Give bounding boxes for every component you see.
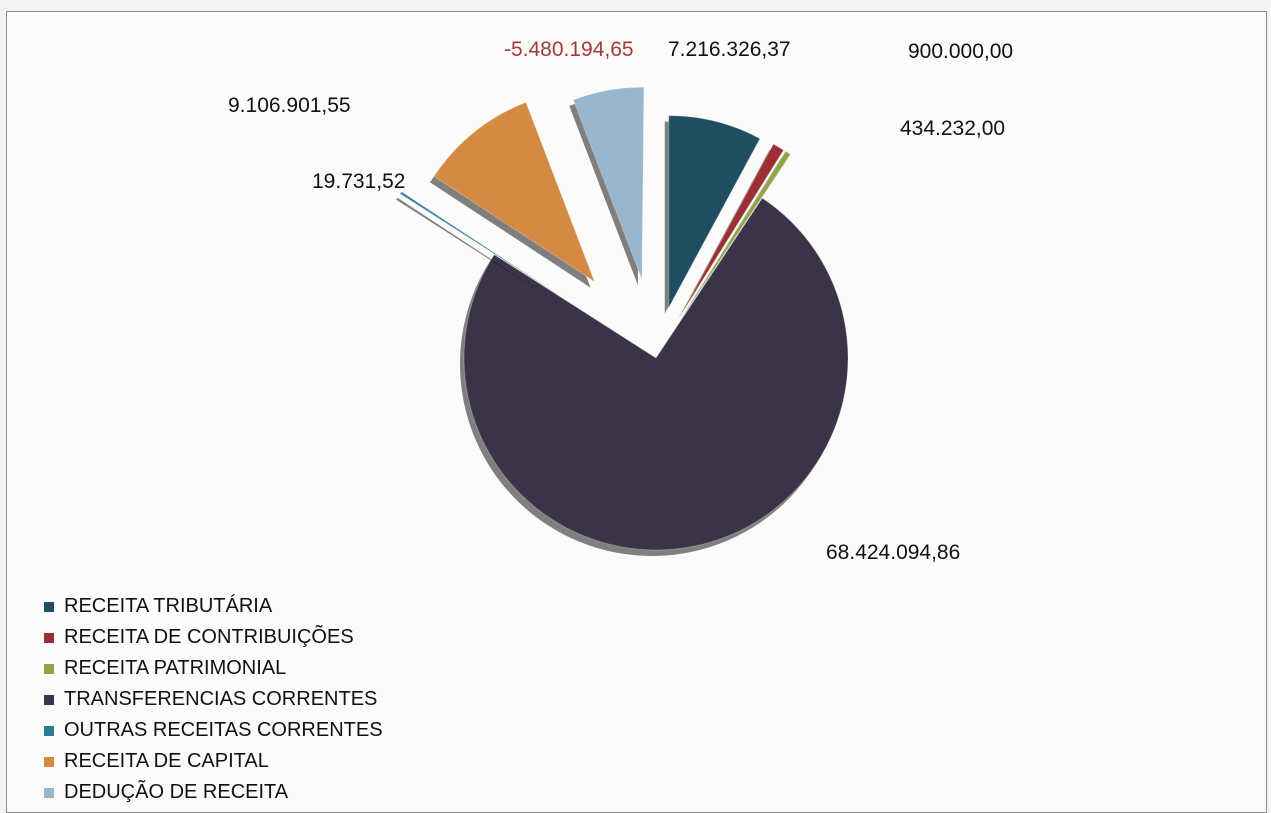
data-label-receita-contribuicoes: 900.000,00 (908, 40, 1014, 63)
legend-label: TRANSFERENCIAS CORRENTES (64, 688, 378, 710)
legend-item: OUTRAS RECEITAS CORRENTES (44, 715, 383, 746)
legend-swatch (44, 663, 54, 674)
slice-receita-tributaria (668, 115, 761, 308)
slice-receita-de-capital (433, 101, 596, 283)
slice-receita-de-contribuicoes (681, 143, 785, 314)
slice-transferencias-correntes (463, 197, 849, 551)
legend-swatch (44, 632, 54, 643)
data-label-deducao-receita: -5.480.194,65 (504, 38, 634, 61)
legend-label: OUTRAS RECEITAS CORRENTES (64, 719, 383, 741)
legend-swatch (44, 787, 54, 798)
pie-chart (396, 86, 849, 557)
legend-label: DEDUÇÃO DE RECEITA (64, 781, 289, 803)
legend-item: TRANSFERENCIAS CORRENTES (44, 684, 383, 715)
slice-outras-receitas-correntes (399, 191, 563, 298)
data-label-receita-tributaria: 7.216.326,37 (668, 38, 791, 61)
legend-swatch (44, 694, 54, 705)
data-label-receita-capital: 9.106.901,55 (228, 94, 351, 117)
data-label-receita-patrimonial: 434.232,00 (900, 117, 1006, 140)
legend-swatch (44, 725, 54, 736)
data-label-outras-receitas-correntes: 19.731,52 (312, 170, 406, 193)
legend-label: RECEITA DE CAPITAL (64, 750, 269, 772)
data-label-transferencias-correntes: 68.424.094,86 (826, 541, 961, 564)
slice-deducao-de-receita (572, 86, 645, 280)
slice-receita-patrimonial (683, 150, 792, 315)
legend-item: RECEITA PATRIMONIAL (44, 653, 383, 684)
legend-item: RECEITA TRIBUTÁRIA (44, 591, 383, 622)
legend-item: DEDUÇÃO DE RECEITA (44, 777, 383, 808)
legend: RECEITA TRIBUTÁRIA RECEITA DE CONTRIBUIÇ… (44, 591, 383, 808)
legend-label: RECEITA TRIBUTÁRIA (64, 595, 273, 617)
legend-swatch (44, 756, 54, 767)
legend-swatch (44, 601, 54, 612)
slice-shadow-outras-receitas-correntes (396, 197, 558, 304)
legend-label: RECEITA DE CONTRIBUIÇÕES (64, 626, 354, 648)
legend-item: RECEITA DE CAPITAL (44, 746, 383, 777)
legend-item: RECEITA DE CONTRIBUIÇÕES (44, 622, 383, 653)
legend-label: RECEITA PATRIMONIAL (64, 657, 287, 679)
